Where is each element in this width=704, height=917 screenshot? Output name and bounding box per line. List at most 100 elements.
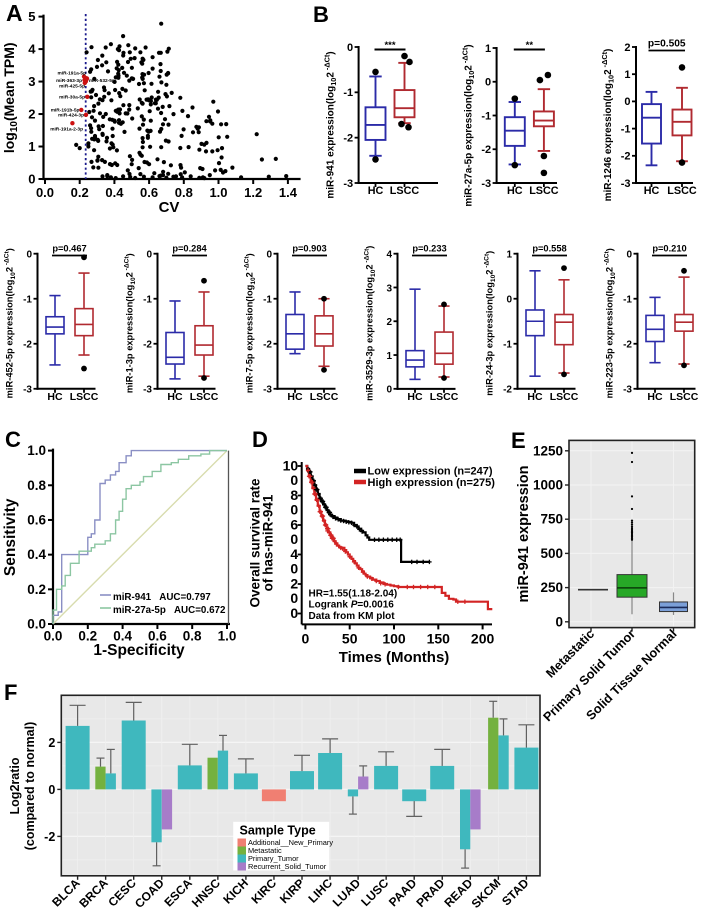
svg-text:p=0.284: p=0.284 xyxy=(172,244,207,254)
svg-text:KIRP: KIRP xyxy=(277,876,307,906)
svg-text:-1: -1 xyxy=(143,295,152,306)
svg-text:0: 0 xyxy=(506,295,512,306)
svg-text:150: 150 xyxy=(427,630,451,646)
svg-text:-3: -3 xyxy=(23,385,32,396)
svg-text:HC: HC xyxy=(167,391,183,403)
svg-text:HC: HC xyxy=(507,185,523,197)
svg-text:miR-30a-5p: miR-30a-5p xyxy=(59,94,85,100)
svg-text:Log2ratio: Log2ratio xyxy=(8,757,22,814)
svg-text:0: 0 xyxy=(386,385,392,396)
svg-text:4: 4 xyxy=(28,42,36,57)
svg-text:HNSC: HNSC xyxy=(189,876,223,910)
svg-text:Data from KM plot: Data from KM plot xyxy=(309,611,396,622)
svg-text:miR-941 expression(log102 -ΔCt: miR-941 expression(log102 -ΔCt) xyxy=(323,51,339,198)
svg-text:-2: -2 xyxy=(481,144,491,156)
svg-text:HC: HC xyxy=(47,391,63,403)
svg-text:0.4: 0.4 xyxy=(105,185,124,200)
svg-text:-2: -2 xyxy=(621,151,631,163)
svg-text:High expression (n=275): High expression (n=275) xyxy=(368,477,496,489)
svg-text:100: 100 xyxy=(382,630,406,646)
svg-text:miR-223-5p expression(log102 -: miR-223-5p expression(log102 -ΔCt) xyxy=(604,248,618,398)
svg-text:0: 0 xyxy=(485,77,491,89)
svg-text:50: 50 xyxy=(342,630,358,646)
svg-text:Metastatic: Metastatic xyxy=(248,846,282,855)
svg-text:HC: HC xyxy=(644,185,660,197)
svg-text:HC: HC xyxy=(368,185,384,197)
svg-text:-2: -2 xyxy=(343,132,353,144)
svg-text:Times (Months): Times (Months) xyxy=(339,649,450,666)
svg-text:-1: -1 xyxy=(623,295,632,306)
svg-text:p=0.233: p=0.233 xyxy=(412,244,446,254)
svg-text:C: C xyxy=(5,427,21,452)
svg-text:0.6: 0.6 xyxy=(27,512,46,527)
svg-text:2: 2 xyxy=(290,575,298,591)
svg-text:HR=1.55(1.18-2.04): HR=1.55(1.18-2.04) xyxy=(309,589,398,600)
svg-text:-3: -3 xyxy=(621,178,631,190)
svg-text:LSCC: LSCC xyxy=(310,391,339,403)
svg-text:-1: -1 xyxy=(481,110,491,122)
svg-text:miR-7-5p expression(log102 -ΔC: miR-7-5p expression(log102 -ΔCt) xyxy=(244,253,258,393)
svg-text:LSCC: LSCC xyxy=(529,185,559,197)
svg-text:8: 8 xyxy=(290,487,298,503)
svg-text:0.6: 0.6 xyxy=(140,185,158,200)
svg-text:1-Specificity: 1-Specificity xyxy=(93,642,185,659)
svg-text:200: 200 xyxy=(471,630,495,646)
svg-text:B: B xyxy=(313,2,329,27)
svg-text:LSCC: LSCC xyxy=(430,391,459,403)
svg-text:(compared to normal): (compared to normal) xyxy=(23,722,37,851)
svg-text:0: 0 xyxy=(266,250,272,261)
svg-text:1250: 1250 xyxy=(533,443,563,458)
svg-text:0.2: 0.2 xyxy=(27,582,46,597)
svg-text:1: 1 xyxy=(28,139,35,154)
svg-text:miR-452-5p expression(log102 -: miR-452-5p expression(log102 -ΔCt) xyxy=(4,248,18,398)
svg-text:LSCC: LSCC xyxy=(670,391,699,403)
svg-text:0: 0 xyxy=(48,783,55,797)
svg-text:log10(Mean TPM): log10(Mean TPM) xyxy=(1,42,20,153)
svg-text:0.8: 0.8 xyxy=(183,629,202,644)
svg-text:HC: HC xyxy=(407,391,423,403)
svg-text:**: ** xyxy=(526,40,534,51)
svg-text:-3: -3 xyxy=(143,385,152,396)
svg-text:HC: HC xyxy=(287,391,303,403)
svg-text:miR-1246 expression(log102 -ΔC: miR-1246 expression(log102 -ΔCt) xyxy=(600,49,616,202)
svg-text:SKCM: SKCM xyxy=(469,876,504,911)
svg-text:KIRC: KIRC xyxy=(248,876,279,907)
svg-text:3: 3 xyxy=(28,74,35,89)
svg-text:miR-27a-5p AUC=0.672: miR-27a-5p AUC=0.672 xyxy=(113,605,226,616)
svg-text:4: 4 xyxy=(290,546,298,562)
svg-text:-1: -1 xyxy=(343,87,353,99)
svg-text:BLCA: BLCA xyxy=(49,876,83,910)
svg-text:Additional__New_Primary: Additional__New_Primary xyxy=(248,838,333,847)
svg-text:0: 0 xyxy=(290,472,298,488)
svg-text:PAAD: PAAD xyxy=(386,876,420,910)
svg-text:D: D xyxy=(252,427,268,452)
svg-text:1.4: 1.4 xyxy=(279,185,298,200)
svg-text:Overall survival rate: Overall survival rate xyxy=(250,478,263,608)
svg-text:1.2: 1.2 xyxy=(244,185,262,200)
svg-text:-3: -3 xyxy=(263,385,272,396)
svg-text:0.4: 0.4 xyxy=(27,547,46,562)
svg-text:0: 0 xyxy=(347,42,353,54)
svg-text:0.8: 0.8 xyxy=(27,478,46,493)
svg-text:***: *** xyxy=(384,40,395,51)
svg-text:F: F xyxy=(4,680,17,705)
svg-text:0: 0 xyxy=(302,630,310,646)
svg-text:-3: -3 xyxy=(623,385,632,396)
svg-text:0: 0 xyxy=(290,605,298,621)
svg-text:LSCC: LSCC xyxy=(70,391,99,403)
svg-text:-2: -2 xyxy=(23,340,32,351)
svg-text:1: 1 xyxy=(485,43,491,55)
svg-text:2: 2 xyxy=(386,317,392,328)
svg-text:KICH: KICH xyxy=(220,876,251,907)
svg-text:LSCC: LSCC xyxy=(667,185,697,197)
svg-text:0.2: 0.2 xyxy=(78,629,97,644)
svg-text:Primary_Tumor: Primary_Tumor xyxy=(248,854,299,863)
svg-text:2: 2 xyxy=(48,736,55,750)
svg-text:of has-miR-941: of has-miR-941 xyxy=(261,494,276,591)
svg-text:4: 4 xyxy=(386,250,392,261)
svg-text:0: 0 xyxy=(26,250,32,261)
svg-text:0.0: 0.0 xyxy=(36,185,54,200)
svg-text:miR-941 expression: miR-941 expression xyxy=(516,465,532,602)
svg-text:-3: -3 xyxy=(343,178,353,190)
svg-text:0: 0 xyxy=(146,250,152,261)
